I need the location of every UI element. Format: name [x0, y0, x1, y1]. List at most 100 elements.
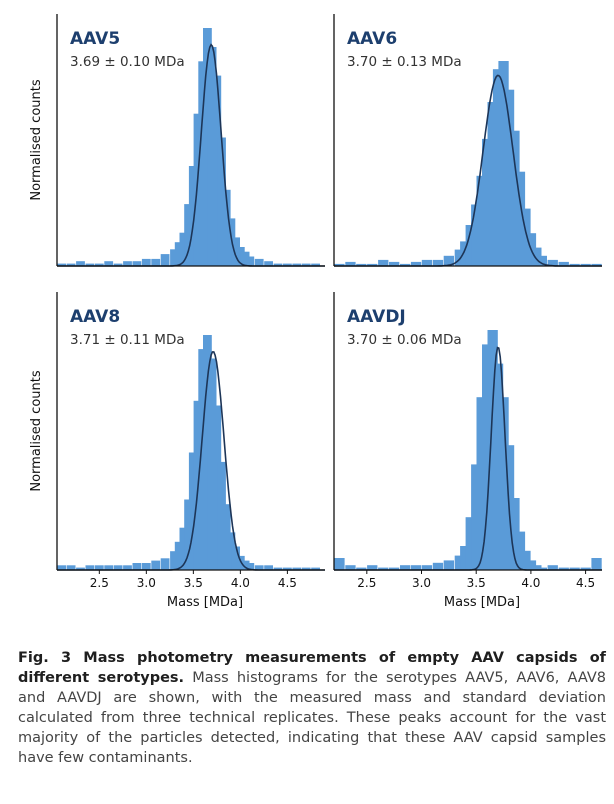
histogram-bar: [141, 258, 151, 266]
histogram-bar: [292, 567, 302, 570]
histogram-bar: [273, 263, 283, 266]
histogram-bar: [367, 263, 378, 266]
histogram-bar: [66, 565, 76, 570]
histogram-bar: [432, 259, 444, 266]
histogram-bar: [170, 249, 179, 266]
panel-title: AAV5: [70, 29, 120, 49]
histogram-bar: [235, 555, 245, 570]
histogram-bar: [525, 560, 537, 570]
x-tick-label: 4.0: [521, 576, 540, 590]
histogram-bar: [400, 565, 411, 570]
histogram-bar: [465, 225, 476, 266]
histogram-bar: [283, 263, 292, 266]
histogram-bar: [217, 137, 226, 266]
histogram-bar: [245, 256, 255, 266]
histogram-bar: [311, 263, 320, 266]
panel-subtitle: 3.70 ± 0.13 MDa: [347, 54, 462, 70]
histogram-bar: [226, 532, 236, 570]
histogram-bar: [57, 565, 67, 570]
histogram-bar: [174, 541, 184, 570]
histogram-bar: [514, 171, 526, 266]
histogram-bar: [558, 261, 569, 266]
histogram-bar: [454, 555, 465, 570]
histogram-bar: [421, 259, 433, 266]
histogram-bar: [212, 75, 222, 266]
histogram-bar: [378, 567, 389, 570]
x-tick-label: 3.5: [184, 576, 203, 590]
histogram-bar: [188, 452, 198, 570]
histogram-bar: [94, 263, 104, 266]
histogram-bar: [509, 498, 520, 570]
histogram-bar: [389, 567, 400, 570]
histogram-bar: [460, 241, 471, 266]
histogram-bar: [221, 504, 231, 570]
histogram-bar: [193, 113, 203, 266]
histogram-bar: [443, 255, 454, 267]
histogram-bar: [245, 563, 255, 570]
histogram-bar: [76, 567, 85, 570]
histogram-bar: [104, 565, 114, 570]
histogram-bar: [476, 175, 487, 266]
panel-aav6: AAV6 3.70 ± 0.13 MDa: [333, 14, 602, 267]
histogram-bar: [141, 563, 151, 570]
histogram-bar: [212, 405, 222, 570]
panel-title: AAV6: [347, 29, 397, 49]
histogram-bar: [231, 237, 240, 266]
histogram-bar: [471, 464, 482, 570]
histogram-bar: [151, 258, 161, 266]
x-tick-label: 4.5: [576, 576, 595, 590]
panel-title: AAV8: [70, 307, 120, 327]
histogram-bar: [240, 560, 250, 570]
x-tick-label: 3.0: [137, 576, 156, 590]
histogram-bar: [301, 567, 311, 570]
histogram-bar: [498, 61, 509, 266]
histogram-bar: [179, 527, 189, 570]
histogram-bar: [207, 358, 217, 570]
histogram-bar: [283, 567, 292, 570]
histogram-bar: [123, 565, 132, 570]
histogram-bar: [264, 565, 273, 570]
histogram-bar: [378, 259, 389, 266]
histogram-bar: [356, 567, 367, 570]
histogram-bar: [174, 242, 184, 266]
histogram-bar: [94, 565, 104, 570]
histogram-bar: [443, 560, 454, 570]
histogram-bar: [432, 562, 444, 570]
histogram-bar: [558, 567, 569, 570]
x-tick-label: 3.0: [412, 576, 431, 590]
panel-aavdj: 2.5 3.0 3.5 4.0 4.5 AAVDJ 3.70 ± 0.06 MDa Mass …: [333, 292, 602, 610]
histogram-bar: [113, 263, 123, 266]
histogram-bar: [487, 102, 498, 266]
x-tick-label: 4.0: [231, 576, 250, 590]
histogram-bar: [334, 558, 345, 570]
histogram-bar: [76, 261, 85, 266]
histogram-bar: [345, 261, 356, 266]
caption-body: Mass histograms for the serotypes AAV5, …: [18, 670, 607, 766]
histogram-bar: [132, 563, 142, 570]
histogram-bar: [334, 263, 345, 266]
histogram-bar: [345, 565, 356, 570]
histogram-bar: [184, 499, 193, 570]
histogram-bar: [591, 263, 602, 266]
histogram-bar: [254, 565, 264, 570]
histogram-bar: [356, 263, 367, 266]
histogram-bar: [254, 258, 264, 266]
histogram-bar: [389, 261, 400, 266]
histogram-bar: [66, 263, 76, 266]
histogram-bar: [536, 255, 547, 267]
histogram-bar: [580, 263, 591, 266]
histogram-bar: [498, 397, 509, 570]
histogram-bar: [123, 261, 132, 266]
panel-aav5: AAV5 3.69 ± 0.10 MDa Normalised counts: [29, 14, 325, 267]
histogram-bar: [188, 166, 198, 266]
histogram-bar: [151, 560, 161, 570]
histogram-bar: [591, 558, 602, 570]
histogram-bar: [531, 565, 542, 570]
histogram-bar: [367, 565, 378, 570]
histogram-bar: [531, 247, 542, 266]
histogram-bar: [547, 259, 558, 266]
histogram-bar: [482, 344, 493, 570]
histogram-bar: [569, 567, 580, 570]
figure-caption: Fig. 3 Mass photometry measurements of e…: [18, 648, 606, 768]
panel-title: AAVDJ: [347, 307, 406, 327]
